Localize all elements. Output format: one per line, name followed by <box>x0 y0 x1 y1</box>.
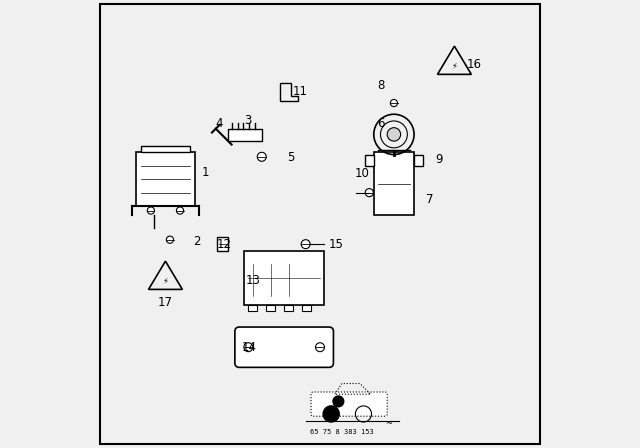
Circle shape <box>333 396 344 407</box>
Text: ~: ~ <box>385 419 392 428</box>
Text: 14: 14 <box>242 340 257 354</box>
Bar <box>284 305 293 311</box>
Text: 10: 10 <box>355 167 370 181</box>
Text: 17: 17 <box>158 296 173 309</box>
Bar <box>266 305 275 311</box>
Circle shape <box>387 128 401 141</box>
Circle shape <box>177 207 184 214</box>
Text: ⚡: ⚡ <box>163 276 168 285</box>
Text: 7: 7 <box>426 193 433 206</box>
Bar <box>141 146 190 152</box>
Text: 1: 1 <box>202 166 209 179</box>
Circle shape <box>365 189 373 197</box>
Text: 8: 8 <box>377 78 384 92</box>
Circle shape <box>301 240 310 249</box>
Text: 3: 3 <box>244 114 252 128</box>
Text: 9: 9 <box>435 152 442 166</box>
FancyBboxPatch shape <box>244 251 324 305</box>
Circle shape <box>257 152 266 161</box>
Text: 11: 11 <box>292 85 307 99</box>
Circle shape <box>244 343 253 352</box>
Text: 15: 15 <box>329 237 344 251</box>
FancyBboxPatch shape <box>374 152 414 215</box>
Text: 5: 5 <box>287 151 294 164</box>
Circle shape <box>147 207 154 214</box>
FancyBboxPatch shape <box>235 327 333 367</box>
Circle shape <box>166 236 173 243</box>
Text: 2: 2 <box>193 234 200 248</box>
FancyBboxPatch shape <box>136 152 195 206</box>
Text: 16: 16 <box>467 58 482 72</box>
Text: ⚡: ⚡ <box>451 61 458 70</box>
Text: 4: 4 <box>216 116 223 130</box>
Bar <box>228 129 262 141</box>
Text: 13: 13 <box>246 273 261 287</box>
Bar <box>365 155 374 166</box>
Circle shape <box>323 406 339 422</box>
Text: 65 75 8 383 153: 65 75 8 383 153 <box>310 429 374 435</box>
Circle shape <box>316 343 324 352</box>
Bar <box>248 305 257 311</box>
Circle shape <box>390 99 397 107</box>
Bar <box>302 305 311 311</box>
FancyBboxPatch shape <box>311 392 387 416</box>
Text: 6: 6 <box>377 116 384 130</box>
Bar <box>414 155 423 166</box>
Text: 12: 12 <box>217 237 232 251</box>
Bar <box>217 237 228 251</box>
